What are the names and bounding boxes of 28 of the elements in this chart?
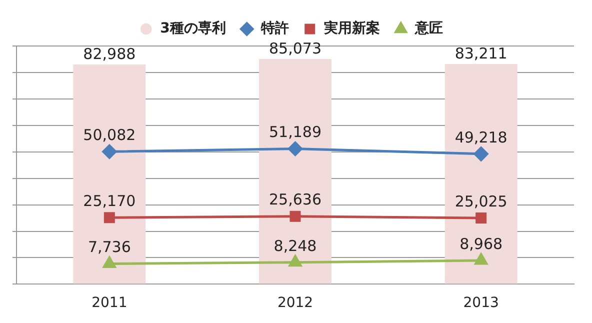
point — [288, 255, 302, 267]
data-label: 8,968 — [460, 234, 503, 253]
data-label: 8,248 — [274, 236, 317, 255]
legend-label: 3種の専利 — [160, 20, 226, 37]
data-label: 51,189 — [269, 123, 322, 142]
data-label: 25,170 — [83, 192, 136, 210]
legend-label: 特許 — [260, 20, 289, 37]
data-label: 7,736 — [88, 238, 131, 256]
data-label: 82,988 — [83, 44, 136, 63]
data-label: 25,025 — [454, 192, 508, 210]
data-label: 50,082 — [83, 126, 136, 144]
point — [476, 212, 487, 224]
x-tick-label: 2012 — [277, 295, 314, 312]
x-tick-label: 2013 — [463, 295, 499, 312]
point — [290, 210, 301, 222]
legend-label: 意匠 — [414, 20, 443, 37]
data-label: 83,211 — [454, 44, 508, 62]
point — [474, 253, 488, 265]
point — [102, 256, 116, 268]
point — [474, 146, 488, 162]
data-label: 85,073 — [269, 39, 322, 58]
point — [102, 144, 117, 159]
data-label: 49,218 — [454, 128, 508, 146]
point — [104, 212, 115, 224]
legend-label: 実用新案 — [324, 20, 380, 37]
point — [288, 141, 302, 156]
data-label: 25,636 — [269, 190, 322, 209]
x-tick-label: 2011 — [92, 295, 128, 312]
